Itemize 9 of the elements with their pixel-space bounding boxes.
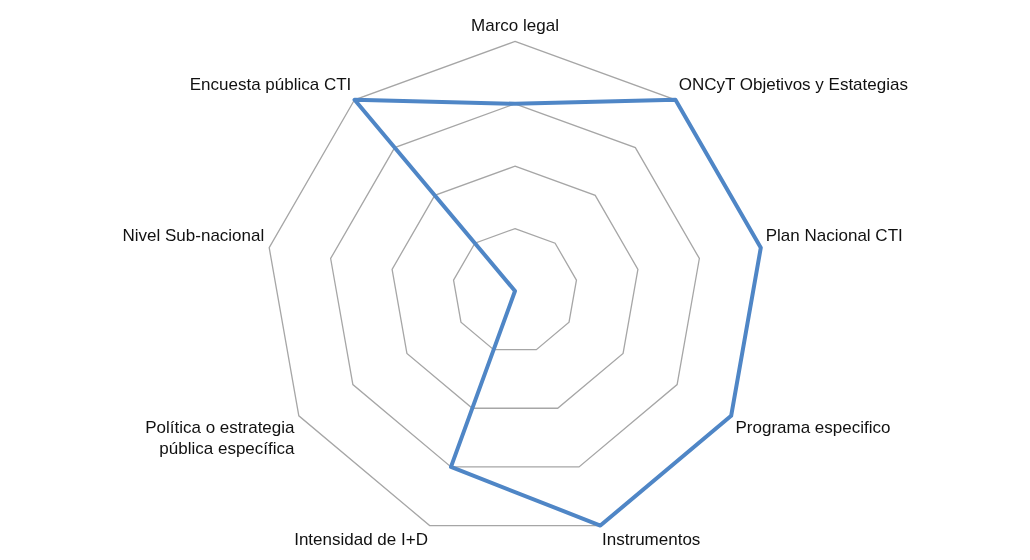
spoke-label: Intensidad de I+D (294, 530, 428, 550)
spoke-label: Plan Nacional CTI (765, 226, 903, 246)
spoke-label: Instrumentos (602, 530, 701, 550)
spoke-label: Encuesta pública CTI (189, 75, 352, 95)
spoke-label: Marco legal (471, 15, 559, 35)
spoke-label: Programa especifico (735, 418, 891, 438)
spoke-label: Nivel Sub-nacional (122, 226, 265, 246)
spoke-label: Política o estrategia pública específica (145, 418, 296, 458)
spoke-label: ONCyT Objetivos y Estategias (678, 75, 908, 95)
